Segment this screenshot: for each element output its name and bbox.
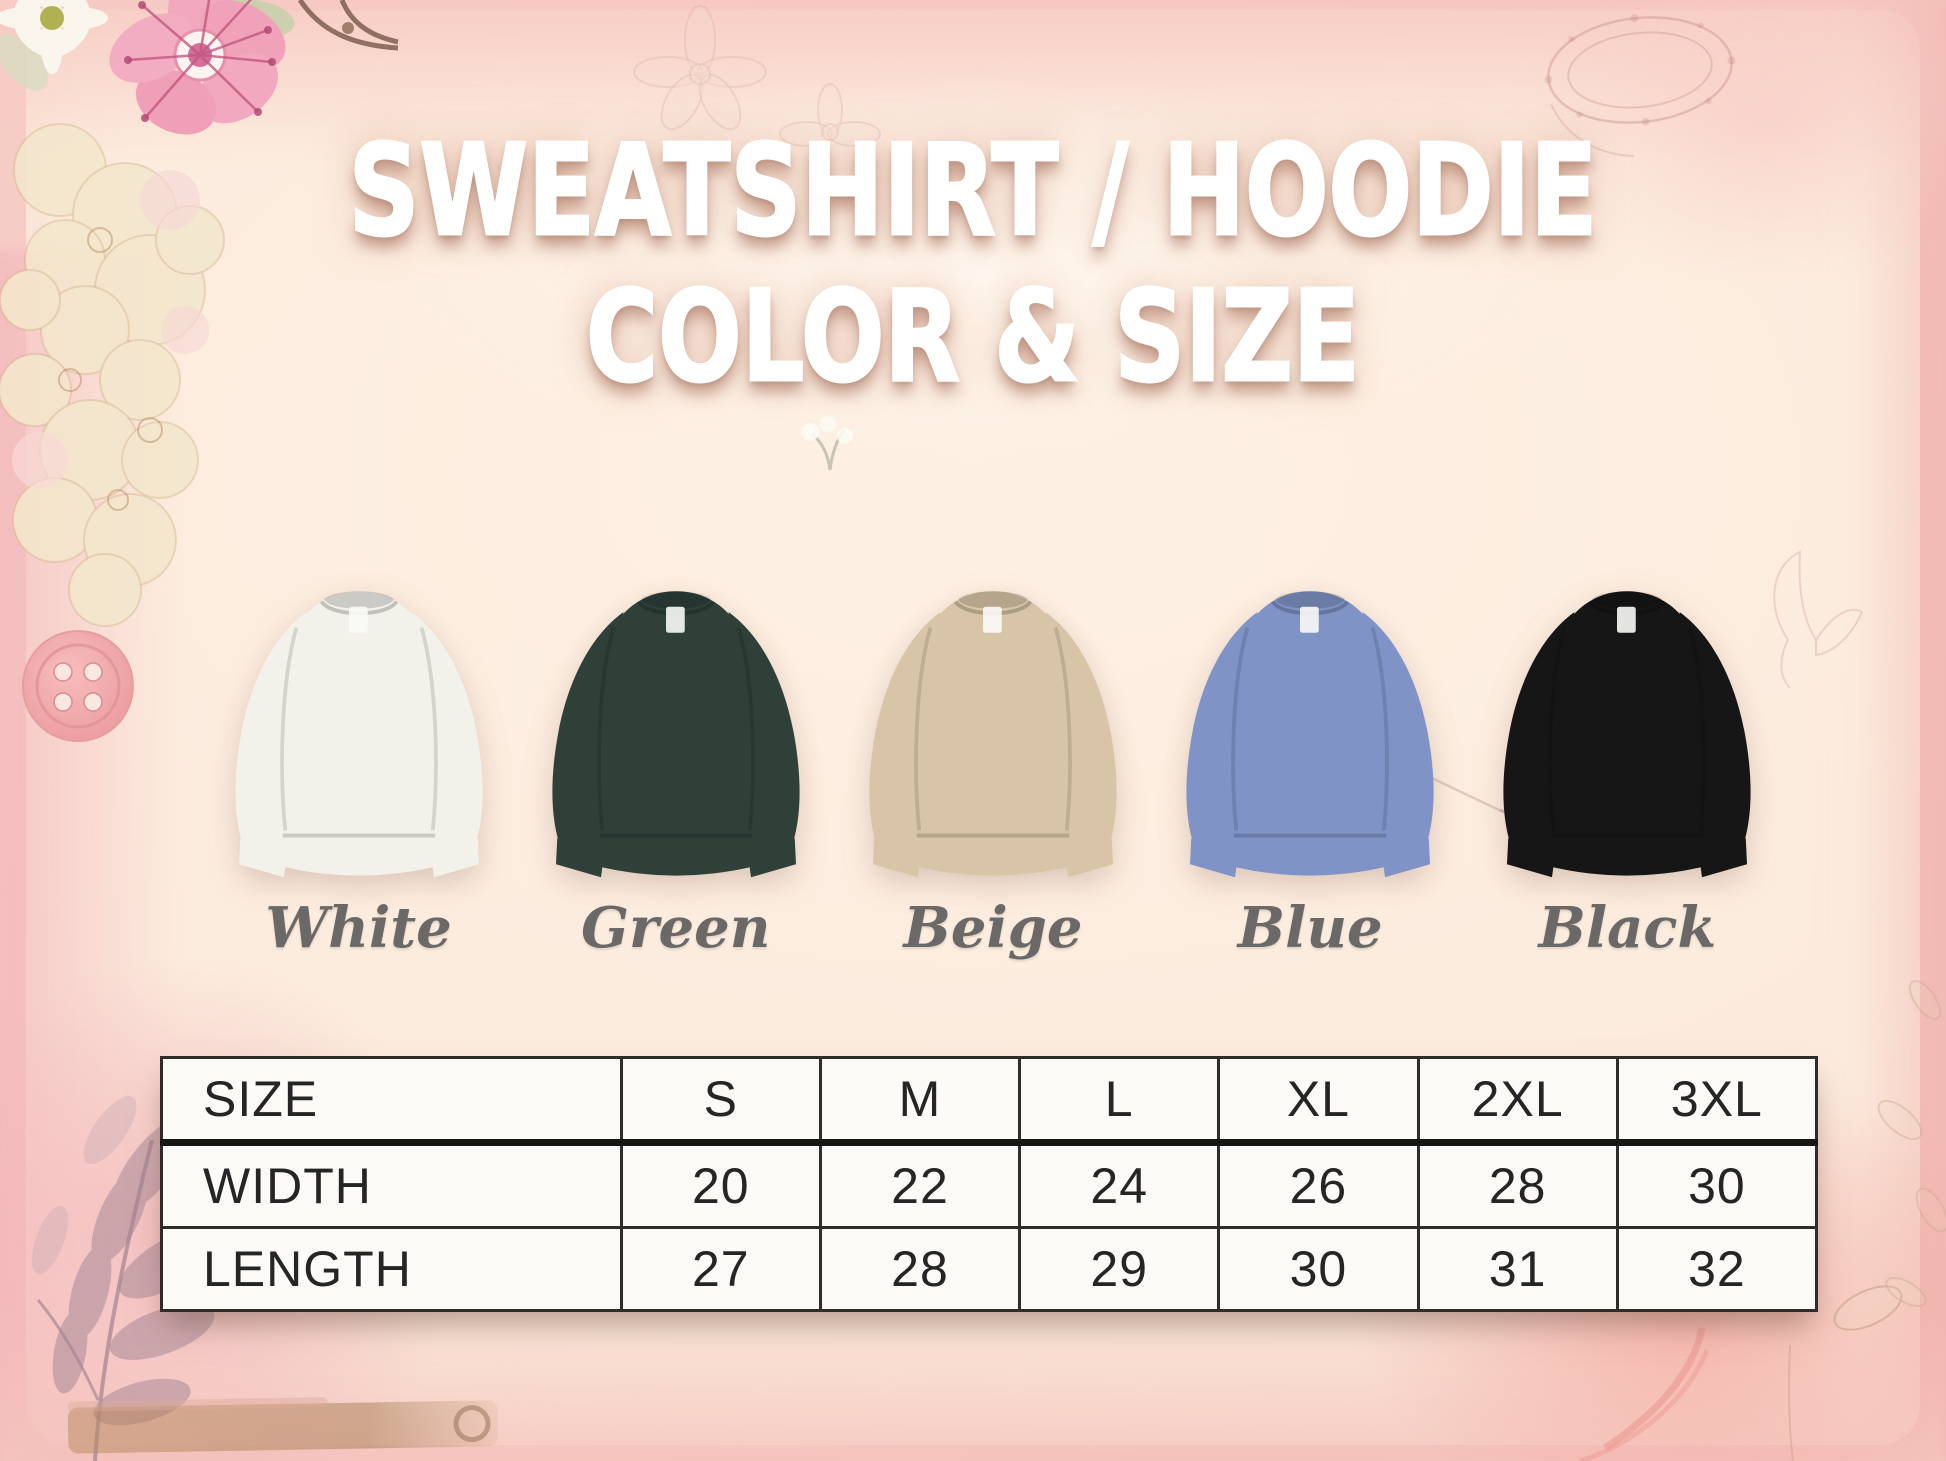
color-label: Blue [1237, 895, 1383, 961]
measurement-value: 32 [1615, 1226, 1819, 1312]
measurement-value: 20 [619, 1141, 822, 1229]
size-column-header: L [1018, 1056, 1221, 1146]
table-header-row: SIZE S M L XL 2XL 3XL [160, 1056, 1819, 1146]
sweatshirt-image [550, 589, 802, 880]
measurement-value: 24 [1018, 1141, 1221, 1229]
measurement-row: LENGTH 27 28 29 30 31 32 [160, 1226, 1819, 1312]
color-label: Green [581, 895, 771, 961]
size-header-cell: SIZE [160, 1056, 623, 1146]
measurement-value: 30 [1217, 1226, 1420, 1312]
size-column-header: S [619, 1056, 822, 1146]
color-option: Black [1469, 560, 1786, 956]
measurement-label: WIDTH [160, 1141, 623, 1229]
color-options-row: White Green Beige Blue Black [200, 560, 1786, 956]
size-column-header: 3XL [1615, 1056, 1819, 1146]
measurement-value: 31 [1416, 1226, 1619, 1312]
size-column-header: XL [1217, 1056, 1420, 1146]
sweatshirt-image [867, 589, 1119, 880]
title-line-1: SWEATSHIRT / HOODIE [348, 116, 1599, 265]
color-option: Beige [834, 560, 1151, 956]
measurement-label: LENGTH [160, 1226, 623, 1312]
color-label: Black [1538, 895, 1717, 961]
size-table: SIZE S M L XL 2XL 3XL WIDTH 20 22 24 26 28 30 LENG… [160, 1056, 1819, 1312]
size-column-header: M [818, 1056, 1022, 1146]
color-label: White [265, 895, 452, 961]
sweatshirt-image [1184, 589, 1436, 880]
measurement-value: 30 [1615, 1141, 1819, 1229]
measurement-row: WIDTH 20 22 24 26 28 30 [160, 1141, 1819, 1229]
measurement-value: 22 [818, 1141, 1022, 1229]
measurement-value: 29 [1018, 1226, 1221, 1312]
measurement-value: 28 [818, 1226, 1022, 1312]
color-label: Beige [903, 895, 1083, 961]
title-line-2: COLOR & SIZE [585, 262, 1361, 411]
measurement-value: 26 [1217, 1141, 1420, 1229]
sweatshirt-image [1501, 589, 1753, 880]
color-option: Green [517, 560, 834, 956]
color-option: White [200, 560, 517, 956]
measurement-value: 27 [619, 1226, 822, 1312]
color-option: Blue [1152, 560, 1469, 956]
size-table-body: WIDTH 20 22 24 26 28 30 LENGTH 27 28 29 30 31 32 [160, 1141, 1819, 1312]
sweatshirt-image [233, 589, 485, 880]
size-column-header: 2XL [1416, 1056, 1619, 1146]
measurement-value: 28 [1416, 1141, 1619, 1229]
page-title: SWEATSHIRT / HOODIE COLOR & SIZE [214, 116, 1732, 411]
